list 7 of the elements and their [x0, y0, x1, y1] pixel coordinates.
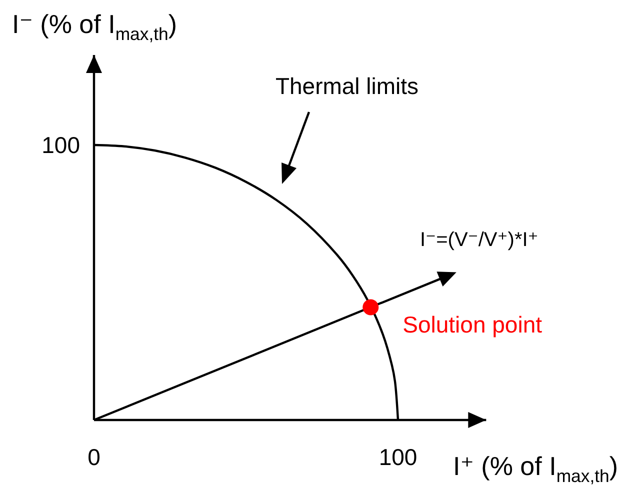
x-tick-label: 0	[88, 444, 100, 470]
text: 100	[42, 132, 80, 158]
text: Thermal limits	[275, 73, 419, 99]
annotation: I⁻=(V⁻/V⁺)*I⁺	[420, 229, 538, 251]
series-label: Solution point	[402, 311, 543, 338]
x-axis-title: I⁺ (% of I$_{max,th}$)	[453, 451, 618, 486]
y-axis-title: I⁻ (% of I$_{max,th}$)	[12, 9, 178, 44]
